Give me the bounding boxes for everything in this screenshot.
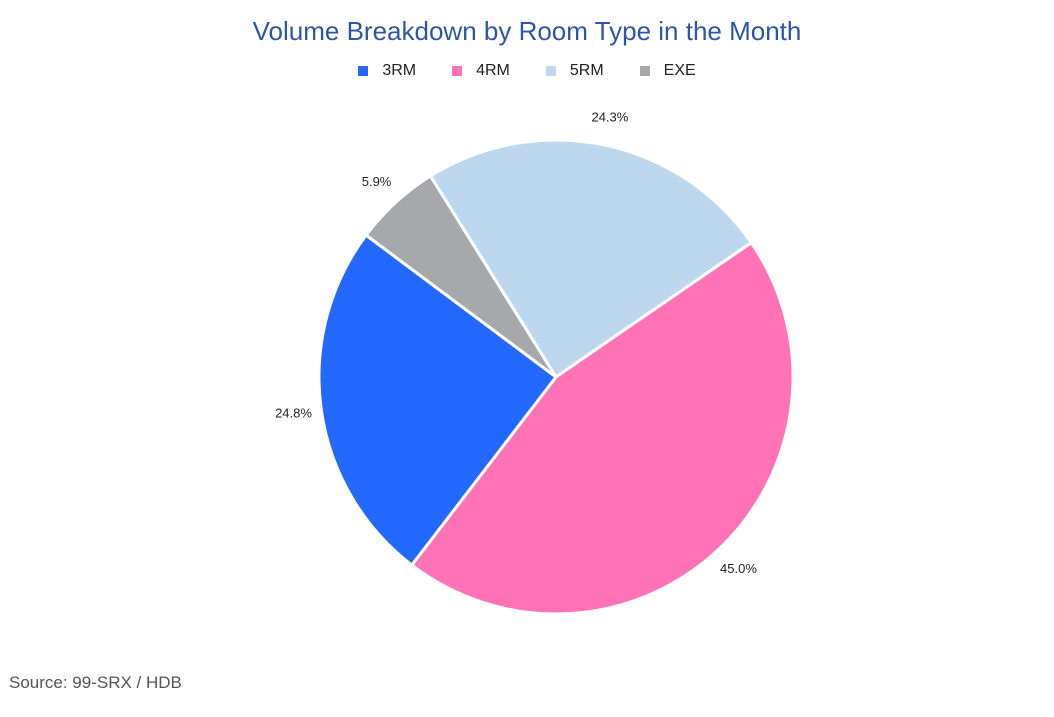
slice-label-4rm: 45.0% — [720, 561, 757, 576]
pie-slice-3rm[interactable] — [317, 233, 559, 568]
pie-slice-exe[interactable] — [364, 173, 558, 379]
chart-legend: 3RM 4RM 5RM EXE — [0, 62, 1054, 80]
legend-swatch-3rm — [358, 66, 369, 76]
legend-label-exe: EXE — [663, 62, 696, 79]
legend-swatch-exe — [639, 66, 650, 76]
legend-label-4rm: 4RM — [476, 62, 510, 79]
slice-label-5rm: 24.3% — [591, 110, 628, 125]
legend-label-3rm: 3RM — [382, 62, 417, 79]
pie-slice-5rm[interactable] — [428, 138, 754, 380]
slice-label-3rm: 24.8% — [275, 405, 312, 420]
chart-title: Volume Breakdown by Room Type in the Mon… — [252, 16, 802, 46]
slice-label-exe: 5.9% — [362, 174, 392, 189]
source-note: Source: 99-SRX / HDB — [9, 673, 182, 692]
legend-label-5rm: 5RM — [569, 62, 604, 79]
legend-item-4rm[interactable]: 4RM — [452, 62, 510, 80]
legend-item-exe[interactable]: EXE — [639, 62, 696, 80]
legend-item-3rm[interactable]: 3RM — [358, 62, 416, 80]
legend-swatch-4rm — [452, 66, 463, 76]
pie-slice-4rm[interactable] — [409, 240, 795, 616]
legend-item-5rm[interactable]: 5RM — [545, 62, 604, 80]
legend-swatch-5rm — [545, 66, 556, 76]
